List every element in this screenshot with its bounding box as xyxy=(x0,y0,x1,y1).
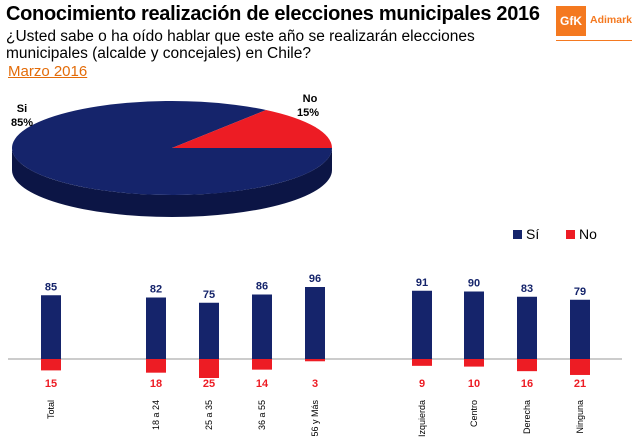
pie-chart: Si 85% No 15% xyxy=(11,93,333,217)
legend-swatch-no xyxy=(566,230,575,239)
logo-underline xyxy=(556,40,632,41)
bar-si-25-a-35 xyxy=(199,302,219,359)
legend-swatch-si xyxy=(513,230,522,239)
value-no-izquierda: 9 xyxy=(419,378,425,390)
adimark-logo-text: Adimark xyxy=(590,14,633,26)
value-si-36-a-55: 86 xyxy=(256,281,268,293)
value-si-56-y-m-s: 96 xyxy=(309,273,321,285)
bar-si-36-a-55 xyxy=(252,294,272,359)
value-no-ninguna: 21 xyxy=(574,378,586,390)
value-si-total: 85 xyxy=(45,281,57,293)
category-label-total: Total xyxy=(46,400,56,419)
pie-label-no: No xyxy=(303,93,318,105)
chart-title: Conocimiento realización de elecciones m… xyxy=(6,3,540,25)
legend-label-no: No xyxy=(579,226,597,242)
value-si-centro: 90 xyxy=(468,278,480,290)
bar-no-centro xyxy=(464,359,484,367)
bar-no-56-y-m-s xyxy=(305,359,325,362)
bar-si-ninguna xyxy=(570,299,590,359)
gfk-logo-mark: GfK xyxy=(556,6,586,36)
bar-chart: 85 15 Total 82 18 18 a 24 75 25 25 a 35 86 14 36 a … xyxy=(41,273,590,437)
pie-slice-no xyxy=(172,109,332,148)
category-label-18-a-24: 18 a 24 xyxy=(151,400,161,430)
value-si-derecha: 83 xyxy=(521,283,533,295)
bar-no-25-a-35 xyxy=(199,359,219,378)
bar-no-derecha xyxy=(517,359,537,372)
bar-si-derecha xyxy=(517,296,537,359)
value-no-18-a-24: 18 xyxy=(150,378,162,390)
survey-question: ¿Usted sabe o ha oído hablar que este añ… xyxy=(6,28,475,62)
pie-label-si: Si xyxy=(17,103,27,115)
bar-si-centro xyxy=(464,291,484,359)
value-no-total: 15 xyxy=(45,378,57,390)
bar-no-izquierda xyxy=(412,359,432,366)
bar-si-izquierda xyxy=(412,290,432,359)
value-no-25-a-35: 25 xyxy=(203,378,215,390)
legend-label-si: Sí xyxy=(526,226,539,242)
category-label-izquierda: Izquierda xyxy=(417,400,427,437)
value-si-ninguna: 79 xyxy=(574,286,586,298)
bar-no-36-a-55 xyxy=(252,359,272,370)
value-no-centro: 10 xyxy=(468,378,480,390)
category-label-36-a-55: 36 a 55 xyxy=(257,400,267,430)
bar-si-total xyxy=(41,295,61,359)
category-label-56-y-m-s: 56 y Más xyxy=(310,400,320,437)
category-label-derecha: Derecha xyxy=(522,400,532,434)
category-label-25-a-35: 25 a 35 xyxy=(204,400,214,430)
pie-value-si: 85% xyxy=(11,117,33,129)
bar-no-total xyxy=(41,359,61,371)
value-no-derecha: 16 xyxy=(521,378,533,390)
pie-slice-si-side xyxy=(12,148,332,217)
value-no-56-y-m-s: 3 xyxy=(312,378,318,390)
bar-no-18-a-24 xyxy=(146,359,166,373)
gfk-adimark-logo: GfK Adimark xyxy=(556,6,632,42)
value-si-18-a-24: 82 xyxy=(150,284,162,296)
category-label-ninguna: Ninguna xyxy=(575,400,585,434)
category-label-centro: Centro xyxy=(469,400,479,427)
value-si-25-a-35: 75 xyxy=(203,289,215,301)
bar-no-ninguna xyxy=(570,359,590,375)
date-link[interactable]: Marzo 2016 xyxy=(8,63,88,80)
value-si-izquierda: 91 xyxy=(416,277,428,289)
pie-value-no: 15% xyxy=(297,107,319,119)
value-no-36-a-55: 14 xyxy=(256,378,269,390)
legend: Sí No xyxy=(513,226,597,242)
bar-si-18-a-24 xyxy=(146,297,166,359)
bar-si-56-y-m-s xyxy=(305,287,325,359)
